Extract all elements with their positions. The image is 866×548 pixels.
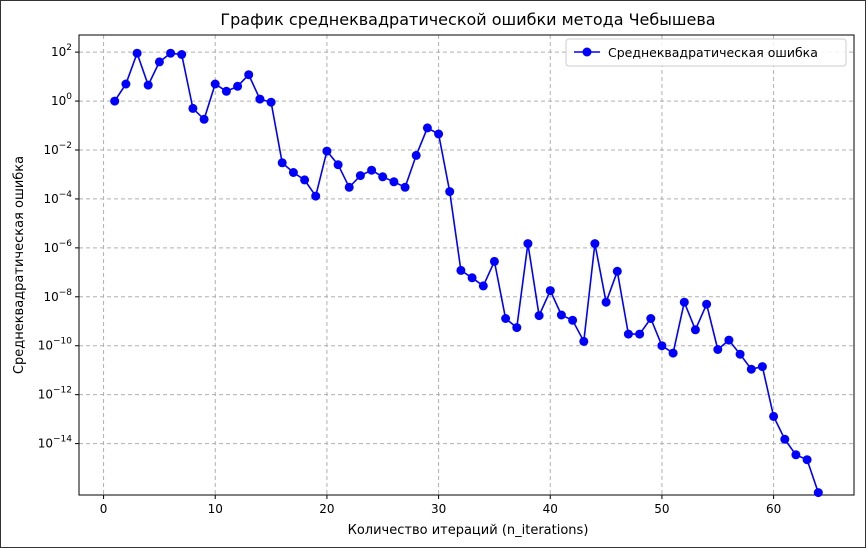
data-point [177, 50, 187, 59]
data-point [121, 79, 131, 89]
data-point [255, 94, 265, 104]
x-tick-label: 0 [100, 502, 108, 516]
y-tick-label: 10−14 [38, 435, 73, 451]
y-tick-label: 10−12 [38, 386, 72, 402]
data-point [690, 325, 700, 335]
chart-title: График среднеквадратической ошибки метод… [220, 10, 715, 29]
data-point [434, 129, 444, 139]
data-point [757, 362, 767, 372]
data-point [668, 348, 678, 358]
data-point [344, 182, 354, 192]
legend-box [565, 38, 847, 67]
x-axis-title: Количество итераций (n_iterations) [348, 523, 589, 538]
data-point [132, 48, 142, 58]
data-point [545, 286, 555, 296]
x-tick-label: 60 [766, 502, 781, 516]
y-tick-label: 10−4 [43, 190, 72, 206]
data-point [523, 239, 533, 249]
x-tick-label: 40 [543, 502, 558, 516]
data-point [166, 48, 176, 58]
data-point [277, 158, 287, 168]
axis-ticks: 0 10 20 30 40 50 60 102 100 10−2 10−4 10−6 10−8 10−10… [38, 43, 782, 516]
data-point [389, 177, 399, 187]
data-point [400, 182, 410, 192]
data-point [713, 345, 723, 354]
data-point [489, 256, 499, 266]
data-point [266, 97, 276, 107]
data-point [601, 297, 611, 307]
data-point [199, 114, 209, 124]
data-point [791, 450, 801, 460]
data-point [411, 150, 421, 160]
data-point [143, 80, 153, 90]
data-point [746, 364, 756, 374]
data-point [769, 411, 779, 421]
data-point [422, 123, 432, 133]
series-line [114, 50, 820, 493]
data-point [623, 329, 633, 339]
legend-marker [582, 47, 592, 57]
data-point [110, 96, 120, 106]
data-point [188, 103, 198, 113]
data-point [813, 488, 823, 498]
data-point [210, 79, 220, 89]
data-point [612, 266, 622, 276]
data-point [556, 310, 566, 320]
series-markers [110, 48, 823, 498]
y-tick-label: 10−8 [43, 288, 72, 304]
data-point [445, 187, 455, 197]
data-point [244, 70, 254, 80]
plot-frame [78, 34, 855, 496]
data-point [568, 315, 578, 325]
legend-label: Среднеквадратическая ошибка [608, 45, 818, 60]
data-point [724, 335, 734, 345]
y-tick-label: 102 [51, 43, 72, 59]
data-point [702, 299, 712, 309]
data-point [780, 434, 790, 444]
data-point [467, 273, 477, 283]
data-point [478, 281, 488, 291]
x-tick-label: 30 [431, 502, 446, 516]
data-point [579, 336, 589, 346]
data-point [657, 341, 667, 351]
data-point [221, 86, 231, 96]
data-point [378, 172, 388, 182]
data-point [288, 168, 298, 177]
y-tick-label: 10−2 [43, 141, 72, 157]
data-point [311, 191, 321, 201]
data-point [300, 175, 310, 185]
data-point [534, 311, 544, 321]
data-point [802, 455, 812, 465]
data-point [735, 349, 745, 359]
data-point [512, 323, 522, 333]
data-point [646, 314, 656, 323]
x-tick-label: 10 [208, 502, 223, 516]
data-point [355, 171, 365, 181]
data-point [367, 165, 377, 175]
grid [79, 35, 854, 495]
data-point [322, 146, 332, 156]
data-point [590, 239, 600, 249]
y-tick-label: 100 [51, 92, 72, 108]
y-tick-label: 10−6 [43, 239, 72, 255]
y-axis-title: Среднеквадратическая ошибка [12, 156, 27, 374]
data-point [679, 297, 689, 307]
data-point [456, 265, 466, 275]
y-tick-label: 10−10 [38, 337, 73, 353]
x-tick-label: 50 [654, 502, 669, 516]
data-point [233, 81, 243, 91]
data-point [154, 57, 164, 67]
data-point [635, 329, 645, 339]
data-point [501, 314, 511, 323]
data-point [333, 160, 343, 170]
legend: Среднеквадратическая ошибка [565, 38, 847, 67]
x-tick-label: 20 [319, 502, 334, 516]
